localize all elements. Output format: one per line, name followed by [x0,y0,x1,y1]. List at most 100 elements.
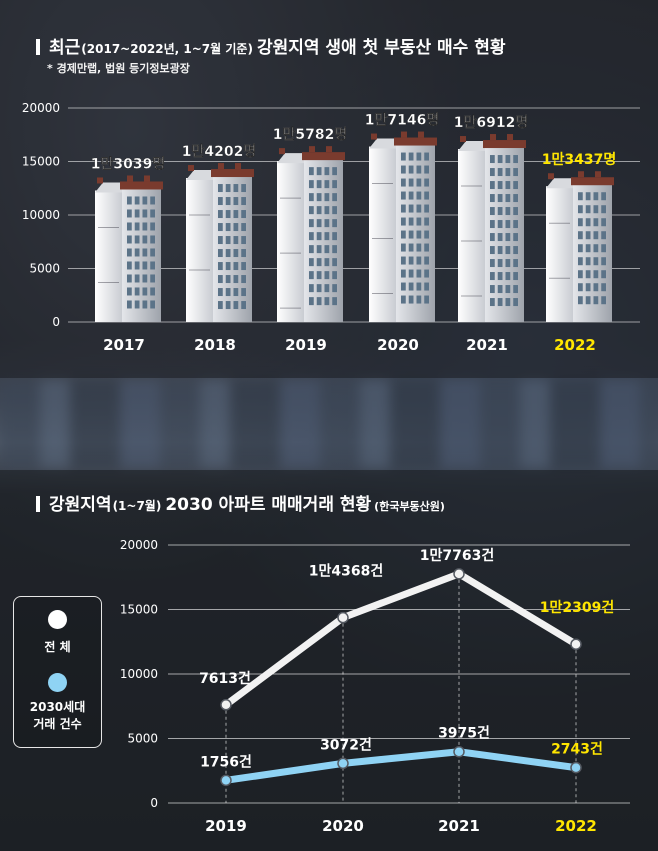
point-value-label: 2743건 [551,741,603,758]
bar-roof [120,181,163,190]
y-tick-label: 0 [52,315,60,329]
bar-left-block [277,161,304,322]
bar-window [225,262,231,271]
bar-window [225,288,231,297]
bar-window [497,207,503,216]
bar-window [241,210,246,219]
bar-window [505,207,511,216]
bar-window [225,236,231,245]
bar-window [309,232,314,241]
bar-window [497,233,503,242]
bar-window [332,258,337,267]
bar-window [408,165,414,174]
bar-window [593,270,599,279]
bar-window [401,204,406,213]
y-tick-label: 10000 [22,208,60,222]
bar-window [134,196,140,205]
bar-left-roof [277,153,304,164]
bar-window [424,256,429,265]
bar-window [241,197,246,206]
bar-window [332,206,337,215]
bar-window [497,285,503,294]
bar-window [601,283,606,292]
bar-window [424,191,429,200]
bar-window [578,257,583,266]
bar-window [593,244,599,253]
total-legend-label: 전 체 [44,640,71,654]
bar-window [309,271,314,280]
bar-window [134,222,140,231]
bar-window [424,217,429,226]
young-legend-dot [48,673,67,692]
bar-window [142,222,148,231]
bar-window [601,270,606,279]
bar-window [225,197,231,206]
bar-window [593,231,599,240]
bar-window [150,274,155,283]
point-value-label: 1만4368건 [309,563,383,580]
bar-window [218,184,223,193]
bar-window [127,274,132,283]
bar-window [424,152,429,161]
bar-window [513,220,518,229]
total-legend-dot [48,610,67,629]
bar-window [134,274,140,283]
bottom-chart-source: (한국부동산원) [374,500,445,513]
bar-window [416,178,422,187]
x-category-label: 2020 [377,336,419,354]
bar-window [593,218,599,227]
bar-window [218,249,223,258]
bar-window [150,235,155,244]
bar-window [408,243,414,252]
bar-window [601,205,606,214]
bar-window [309,193,314,202]
bar-window [585,296,591,305]
bar-window [593,205,599,214]
bar-window [585,218,591,227]
bar-window [309,245,314,254]
bar-window [142,274,148,283]
bar-window [332,232,337,241]
bar-roof [571,177,614,186]
bar-window [416,256,422,265]
bar-window [505,194,511,203]
bar-window [497,272,503,281]
bar-window [233,301,239,310]
bar-left-roof [458,141,485,152]
bar-window [578,192,583,201]
bar-window [233,275,239,284]
bar-window [408,282,414,291]
bar-chimney [279,148,285,155]
bar-chimney [418,131,424,138]
bar-window [316,258,322,267]
bar-window [324,193,330,202]
bar-window [127,300,132,309]
bar-window [241,262,246,271]
bar-window [218,262,223,271]
bar-window [416,269,422,278]
bar-window [593,257,599,266]
bar-left-block [186,178,213,322]
title-rest: 2030 아파트 매매거래 현황 [165,495,372,515]
bar-window [497,155,503,164]
series-line [222,570,580,709]
bar-window [490,194,495,203]
bar-chimney [548,173,554,180]
series-point [337,757,349,770]
bar-window [401,178,406,187]
bar-window [408,230,414,239]
bar-window [332,180,337,189]
bar-window [309,284,314,293]
bar-window [241,275,246,284]
y-tick-label: 20000 [22,101,60,115]
x-category-label: 2019 [205,817,247,835]
bar-window [416,243,422,252]
series-line [222,748,580,784]
bar-window [490,285,495,294]
x-category-label: 2019 [285,336,327,354]
line-chart: 0 5000 10000 15000 20000 7613건 1만4368건 1만7763건 1… [120,538,630,835]
bar-window [505,285,511,294]
bar-chimney [97,177,103,184]
bar-window [401,230,406,239]
bar-window [401,269,406,278]
